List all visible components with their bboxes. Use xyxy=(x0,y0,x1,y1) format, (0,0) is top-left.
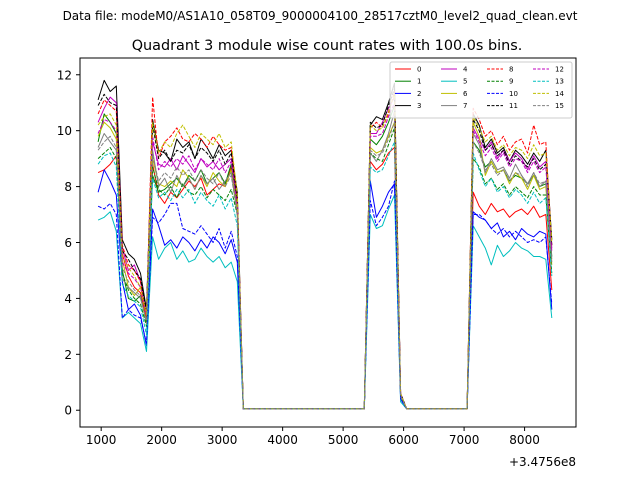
legend-label: 9 xyxy=(509,78,513,86)
legend-label: 1 xyxy=(417,78,421,86)
legend-label: 4 xyxy=(463,66,468,74)
x-offset-label: +3.4756e8 xyxy=(509,455,576,469)
x-tick-label: 2000 xyxy=(146,433,177,447)
legend-label: 14 xyxy=(555,90,564,98)
legend-box xyxy=(389,61,573,119)
series-line-5 xyxy=(97,194,553,410)
x-tick-label: 5000 xyxy=(328,433,359,447)
series-line-4 xyxy=(97,96,553,410)
legend-label: 11 xyxy=(509,102,518,110)
series-line-1 xyxy=(97,105,553,410)
series-line-10 xyxy=(97,180,553,410)
legend-label: 6 xyxy=(463,90,468,98)
chart-suptitle: Data file: modeM0/AS1A10_058T09_90000041… xyxy=(63,9,578,23)
y-tick-label: 4 xyxy=(64,292,72,306)
y-tick-label: 2 xyxy=(64,348,72,362)
series-layer xyxy=(97,79,553,410)
legend-label: 5 xyxy=(463,78,467,86)
series-line-15 xyxy=(97,121,553,410)
x-tick-label: 1000 xyxy=(86,433,117,447)
legend-label: 10 xyxy=(509,90,518,98)
y-tick-label: 0 xyxy=(64,404,72,418)
series-line-2 xyxy=(97,169,553,410)
series-line-9 xyxy=(97,127,553,410)
legend-label: 15 xyxy=(555,102,564,110)
y-tick-label: 8 xyxy=(64,180,72,194)
series-line-0 xyxy=(97,147,553,410)
y-axis: 0 2 4 6 8 10 12 xyxy=(57,68,80,418)
y-tick-label: 10 xyxy=(57,124,72,138)
legend-label: 8 xyxy=(509,66,513,74)
x-tick-label: 3000 xyxy=(207,433,238,447)
legend-label: 12 xyxy=(555,66,564,74)
x-axis: 1000 2000 3000 4000 5000 6000 7000 8000 xyxy=(86,427,540,447)
y-tick-label: 12 xyxy=(57,68,72,82)
x-tick-label: 7000 xyxy=(449,433,480,447)
legend-label: 0 xyxy=(417,66,421,74)
x-tick-label: 6000 xyxy=(388,433,419,447)
series-line-11 xyxy=(97,88,553,410)
legend-label: 2 xyxy=(417,90,421,98)
y-tick-label: 6 xyxy=(64,236,72,250)
x-tick-label: 4000 xyxy=(267,433,298,447)
x-tick-label: 8000 xyxy=(509,433,540,447)
chart-title: Quadrant 3 module wise count rates with … xyxy=(132,38,523,54)
legend-label: 13 xyxy=(555,78,564,86)
legend-label: 3 xyxy=(417,102,421,110)
series-line-12 xyxy=(97,102,553,410)
legend-label: 7 xyxy=(463,102,467,110)
